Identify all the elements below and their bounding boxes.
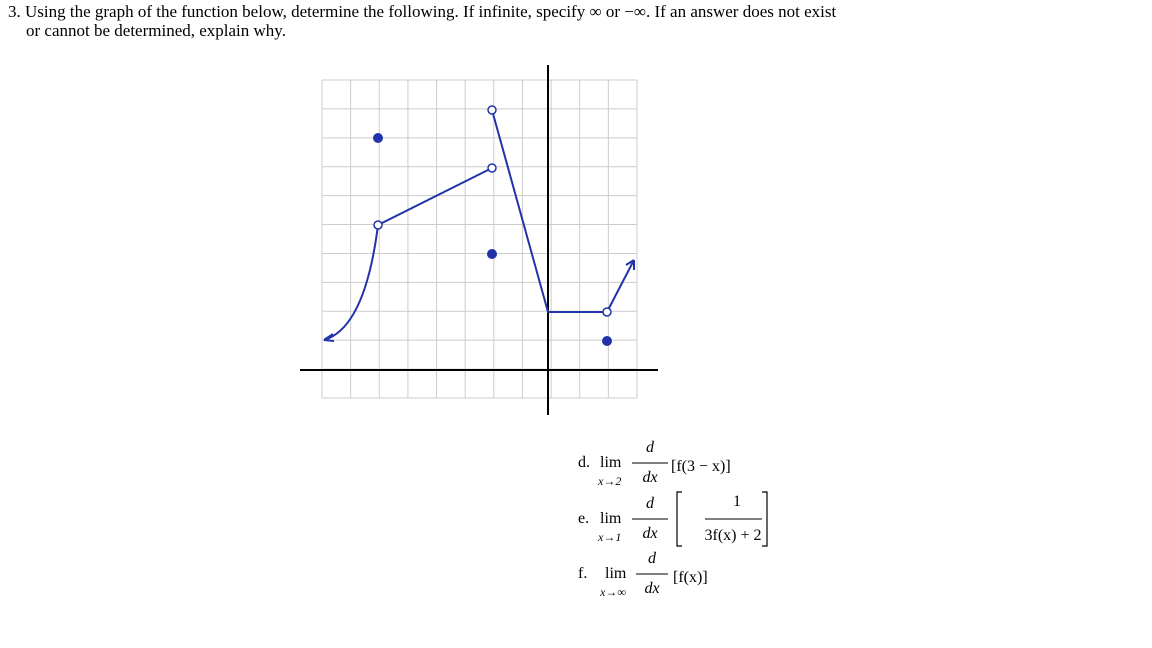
expr: [f(3 − x)]: [671, 458, 731, 475]
filled-points: [373, 133, 612, 346]
graph: [300, 65, 658, 415]
item-d: d. lim x→2 d dx [f(3 − x)]: [578, 439, 731, 488]
question-line: 3. Using the graph of the function below…: [8, 2, 836, 21]
expr-den: 3f(x) + 2: [704, 527, 761, 544]
label: f.: [578, 565, 587, 582]
den: dx: [642, 525, 657, 542]
lim: lim: [600, 510, 622, 527]
num: d: [646, 495, 655, 512]
lim-sub: x→1: [597, 530, 621, 544]
label: d.: [578, 454, 590, 471]
brackets: [676, 491, 768, 547]
num: d: [646, 439, 655, 456]
expr: [f(x)]: [673, 569, 708, 586]
function-curve: [323, 109, 635, 342]
num: d: [648, 550, 657, 567]
item-e: e. lim x→1 d dx 1 3f(x) + 2: [578, 491, 768, 547]
open-points: [373, 105, 612, 317]
label: e.: [578, 510, 589, 527]
den: dx: [642, 469, 657, 486]
lim: lim: [600, 454, 622, 471]
lim-sub: x→2: [597, 474, 621, 488]
item-f: f. lim x→∞ d dx [f(x)]: [578, 550, 708, 599]
den: dx: [644, 580, 659, 597]
lim-sub: x→∞: [599, 585, 626, 599]
lim: lim: [605, 565, 627, 582]
question-line: or cannot be determined, explain why.: [26, 21, 286, 40]
expr-num: 1: [733, 493, 741, 510]
